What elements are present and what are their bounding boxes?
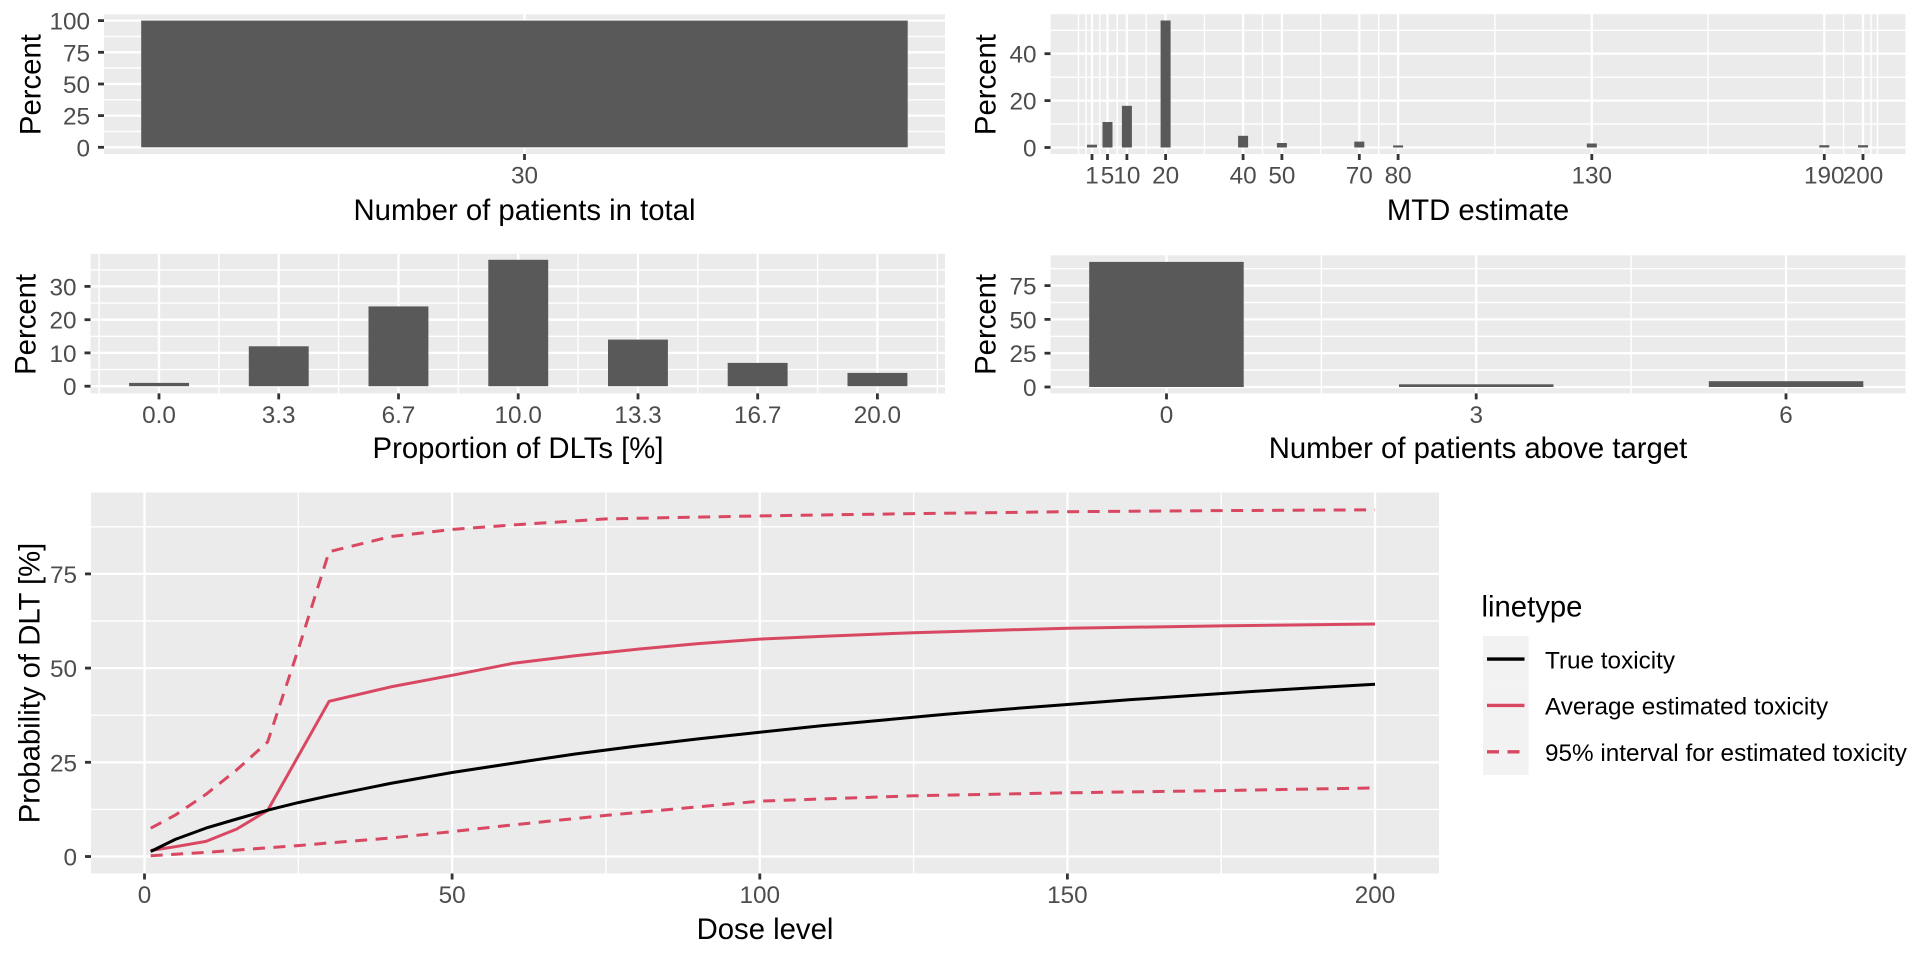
svg-text:80: 80 xyxy=(1385,163,1412,190)
svg-text:0.0: 0.0 xyxy=(142,402,176,429)
svg-text:0: 0 xyxy=(1023,136,1037,163)
svg-text:100: 100 xyxy=(49,9,90,36)
svg-text:20: 20 xyxy=(1152,163,1179,190)
svg-text:20.0: 20.0 xyxy=(854,402,901,429)
svg-text:6: 6 xyxy=(1779,402,1793,429)
svg-text:5: 5 xyxy=(1101,163,1115,190)
svg-text:25: 25 xyxy=(1009,341,1036,368)
svg-text:10: 10 xyxy=(49,341,76,368)
svg-text:200: 200 xyxy=(1843,163,1884,190)
svg-text:40: 40 xyxy=(1230,163,1257,190)
svg-text:3: 3 xyxy=(1469,402,1483,429)
svg-text:190: 190 xyxy=(1804,163,1845,190)
svg-text:0: 0 xyxy=(138,882,152,909)
svg-text:MTD estimate: MTD estimate xyxy=(1387,194,1569,227)
svg-text:20: 20 xyxy=(1009,89,1036,116)
svg-text:75: 75 xyxy=(1009,274,1036,301)
svg-text:95% interval for estimated tox: 95% interval for estimated toxicity xyxy=(1545,740,1908,767)
svg-text:75: 75 xyxy=(50,562,77,589)
svg-text:0: 0 xyxy=(1023,375,1037,402)
svg-text:Percent: Percent xyxy=(15,34,48,135)
svg-text:Proportion of DLTs [%]: Proportion of DLTs [%] xyxy=(373,432,664,465)
svg-text:Dose level: Dose level xyxy=(697,913,834,946)
svg-text:1: 1 xyxy=(1085,163,1099,190)
svg-text:13.3: 13.3 xyxy=(614,402,661,429)
svg-text:Percent: Percent xyxy=(970,34,1003,135)
svg-text:0: 0 xyxy=(76,135,90,162)
svg-text:50: 50 xyxy=(1268,163,1295,190)
svg-text:100: 100 xyxy=(740,882,781,909)
svg-text:50: 50 xyxy=(1009,307,1036,334)
svg-text:True toxicity: True toxicity xyxy=(1545,647,1676,674)
svg-text:50: 50 xyxy=(50,656,77,683)
svg-text:Average estimated toxicity: Average estimated toxicity xyxy=(1545,694,1829,721)
svg-text:3.3: 3.3 xyxy=(262,402,296,429)
svg-text:25: 25 xyxy=(50,750,77,777)
svg-text:200: 200 xyxy=(1355,882,1396,909)
svg-text:0: 0 xyxy=(1160,402,1174,429)
svg-text:Number of patients above targe: Number of patients above target xyxy=(1269,432,1688,465)
svg-text:20: 20 xyxy=(49,308,76,335)
svg-text:70: 70 xyxy=(1346,163,1373,190)
svg-text:40: 40 xyxy=(1009,42,1036,69)
svg-text:6.7: 6.7 xyxy=(382,402,416,429)
svg-text:130: 130 xyxy=(1572,163,1613,190)
svg-text:50: 50 xyxy=(63,72,90,99)
svg-text:30: 30 xyxy=(49,274,76,301)
svg-text:0: 0 xyxy=(63,845,77,872)
svg-text:16.7: 16.7 xyxy=(734,402,781,429)
svg-text:10.0: 10.0 xyxy=(495,402,542,429)
svg-text:25: 25 xyxy=(63,104,90,131)
svg-text:75: 75 xyxy=(63,40,90,67)
svg-text:Percent: Percent xyxy=(10,274,43,375)
svg-text:30: 30 xyxy=(511,163,538,190)
svg-text:Number of patients in total: Number of patients in total xyxy=(354,194,696,227)
svg-text:Probability of DLT [%]: Probability of DLT [%] xyxy=(14,543,47,824)
svg-text:10: 10 xyxy=(1113,163,1140,190)
svg-text:Percent: Percent xyxy=(970,274,1003,375)
svg-text:50: 50 xyxy=(439,882,466,909)
svg-text:linetype: linetype xyxy=(1482,591,1583,624)
svg-text:0: 0 xyxy=(63,374,77,401)
svg-text:150: 150 xyxy=(1047,882,1088,909)
